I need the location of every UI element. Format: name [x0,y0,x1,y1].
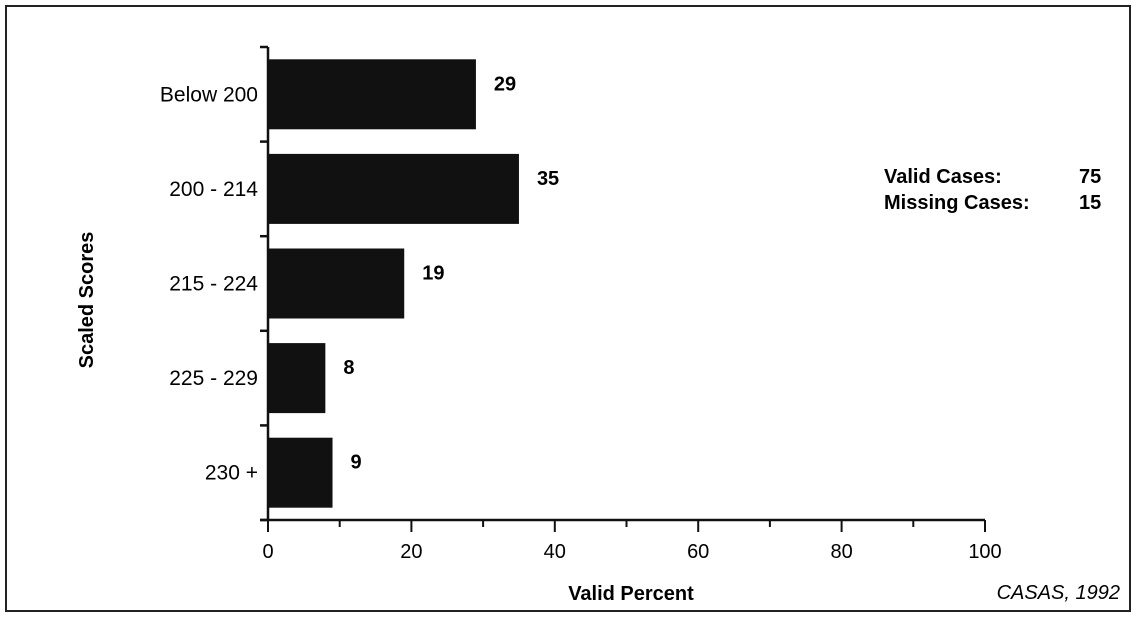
x-tick-labels-group: 0 20 40 60 80 100 [262,541,1001,563]
chart-border [5,5,1131,612]
x-tick-label: 60 [687,541,709,563]
source-note: CASAS, 1992 [997,582,1120,604]
data-label: 35 [537,168,559,190]
x-tick-label: 100 [968,541,1001,563]
bar [268,153,519,224]
category-label: 230 + [205,462,258,485]
x-tick-label: 0 [262,541,273,563]
category-label: 215 - 224 [169,273,258,296]
axes-group [260,45,986,532]
data-label: 29 [494,73,516,95]
data-label: 9 [351,452,362,474]
valid-cases-label: Valid Cases: [884,166,1002,188]
x-tick-label: 80 [830,541,852,563]
x-tick-label: 40 [544,541,566,563]
category-label: 200 - 214 [169,178,258,201]
bars-group [268,59,519,508]
bar [268,343,326,414]
data-label: 19 [422,263,444,285]
data-labels-group: 29 35 19 8 9 [343,73,559,473]
x-tick-label: 20 [400,541,422,563]
data-label: 8 [343,357,354,379]
x-axis-label: Valid Percent [568,583,694,605]
category-label: Below 200 [160,83,258,106]
category-label: 225 - 229 [169,367,258,390]
y-axis-label: Scaled Scores [76,232,98,369]
missing-cases-label: Missing Cases: [884,192,1030,214]
valid-cases-value: 75 [1079,166,1101,188]
bar [268,437,333,508]
category-labels-group: Below 200 200 - 214 215 - 224 225 - 229 230 … [160,83,258,484]
bar [268,248,405,319]
missing-cases-value: 15 [1079,192,1101,214]
bar [268,59,476,130]
